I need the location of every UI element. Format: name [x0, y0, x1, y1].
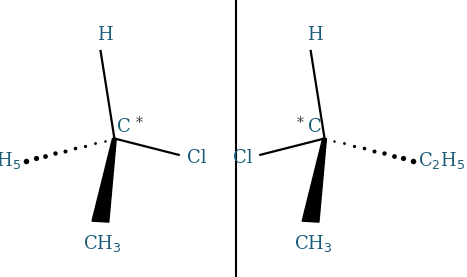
Text: C: C	[309, 118, 322, 136]
Text: Cl: Cl	[187, 149, 206, 167]
Text: C: C	[117, 118, 130, 136]
Text: *: *	[297, 116, 304, 130]
Text: CH$_3$: CH$_3$	[84, 233, 122, 254]
Text: CH$_3$: CH$_3$	[294, 233, 332, 254]
Polygon shape	[92, 138, 116, 222]
Text: *: *	[135, 116, 142, 130]
Text: C$_2$H$_5$: C$_2$H$_5$	[418, 150, 465, 171]
Text: H: H	[97, 26, 113, 44]
Text: C$_2$H$_5$: C$_2$H$_5$	[0, 150, 21, 171]
Text: Cl: Cl	[233, 149, 252, 167]
Text: H: H	[307, 26, 323, 44]
Polygon shape	[302, 138, 326, 222]
